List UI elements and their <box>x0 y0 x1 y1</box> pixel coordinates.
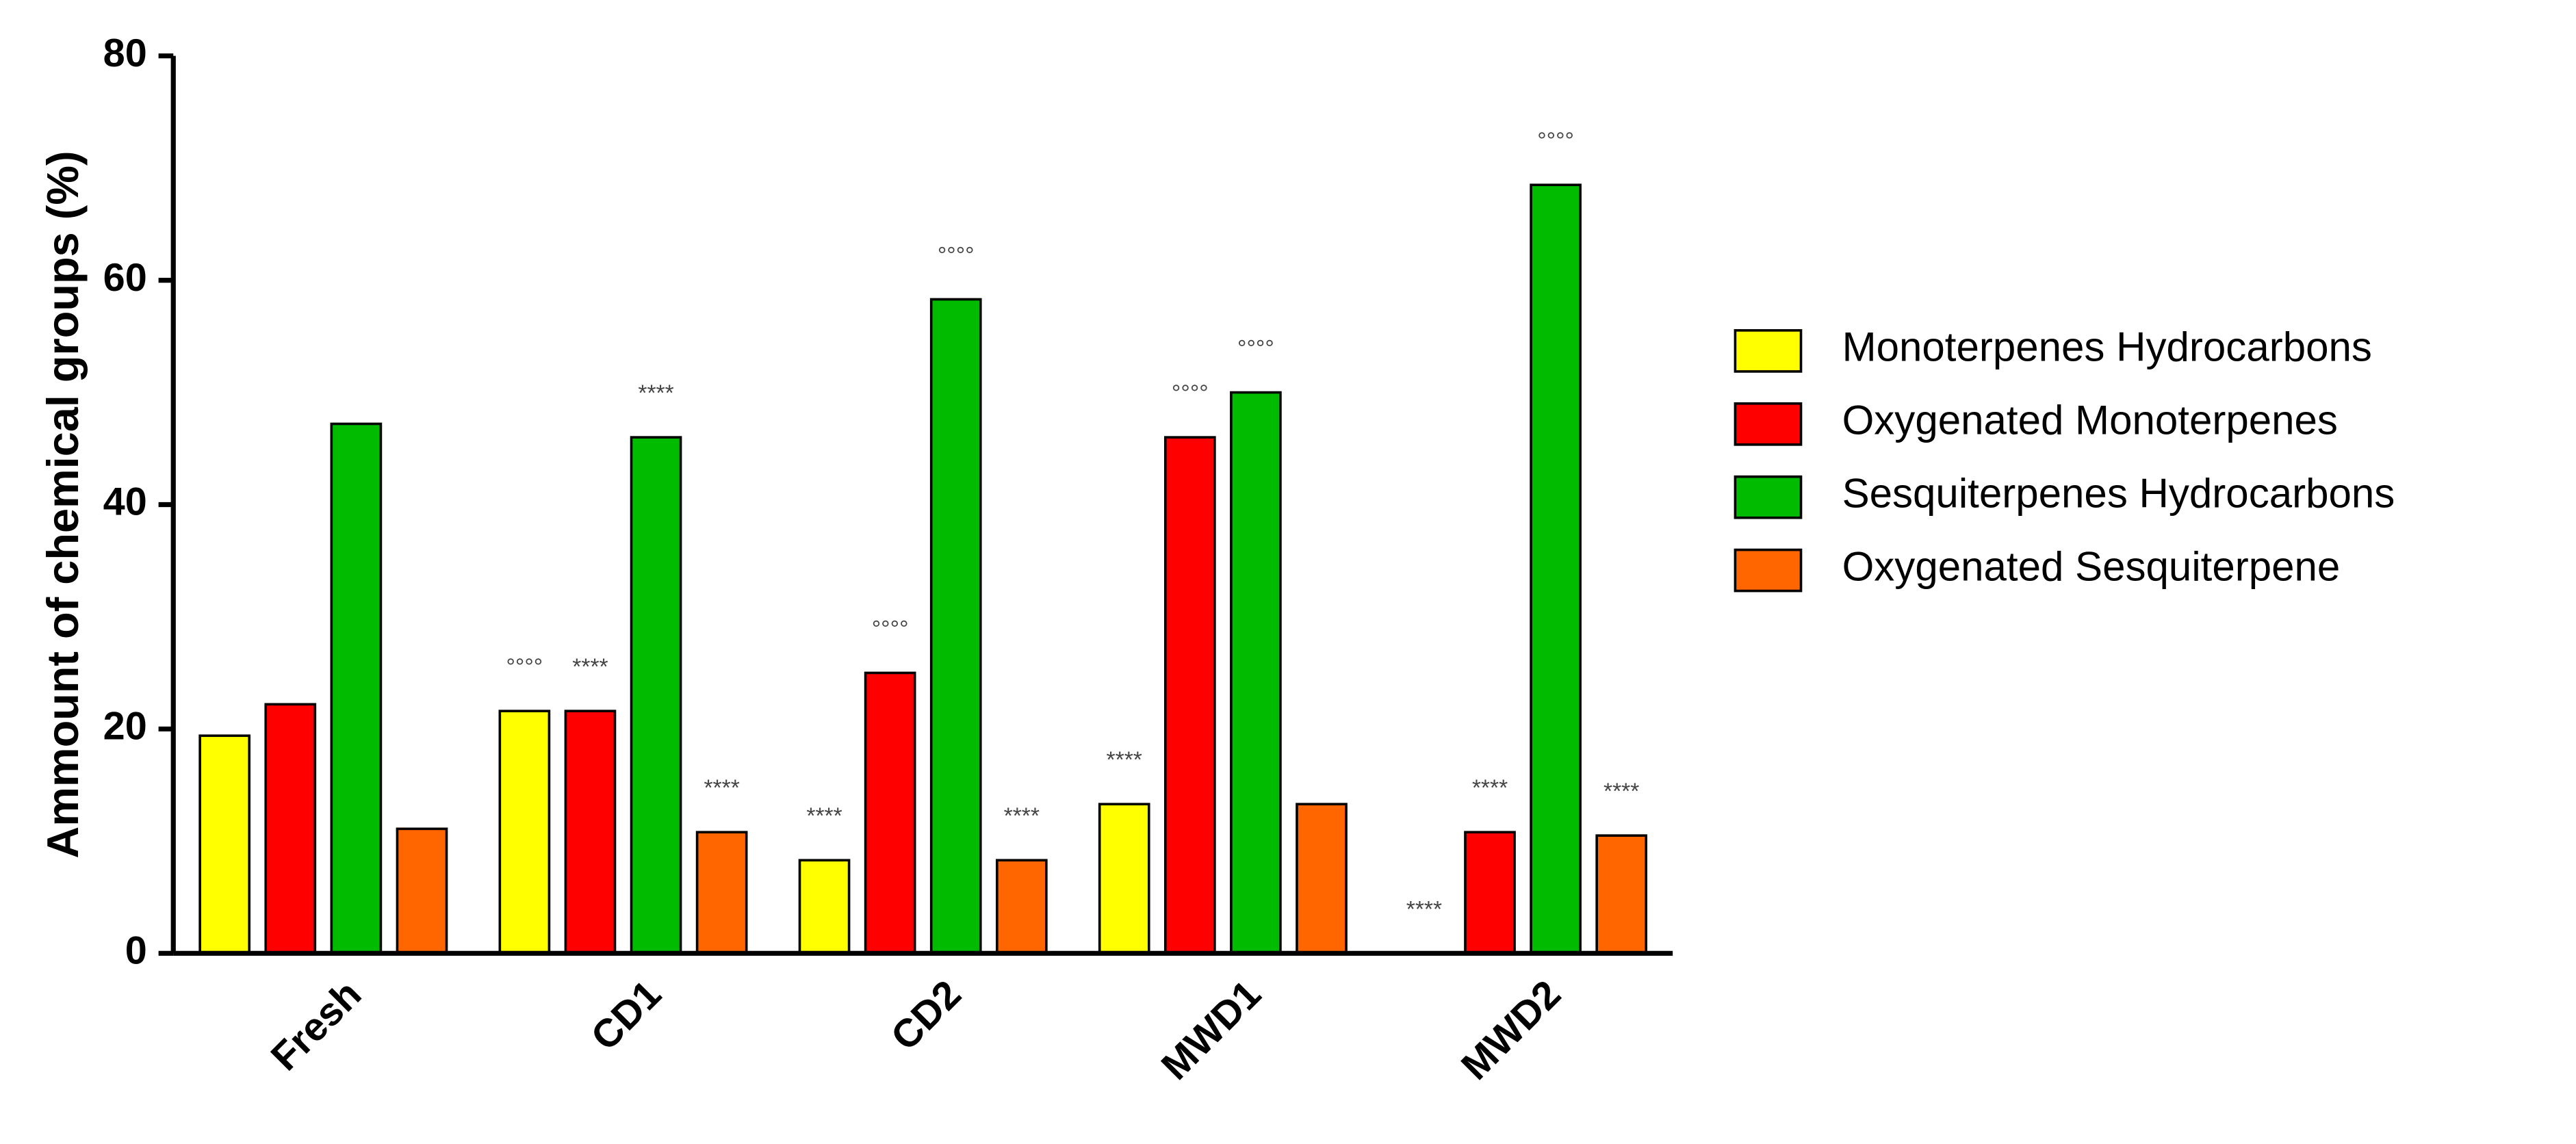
significance-label: **** <box>1472 776 1508 801</box>
y-tick-label: 60 <box>103 256 147 300</box>
bar <box>1296 803 1348 955</box>
x-tick-label: MWD2 <box>1453 972 1569 1089</box>
x-tick-label: CD2 <box>883 972 970 1059</box>
y-tick-label: 80 <box>103 31 147 75</box>
bar <box>630 436 682 955</box>
bar <box>1595 834 1648 955</box>
significance-label: **** <box>806 804 842 829</box>
significance-label: **** <box>1004 804 1040 829</box>
legend-label: Monoterpenes Hydrocarbons <box>1842 324 2372 370</box>
significance-label: °°°° <box>1537 129 1574 154</box>
significance-label: °°°° <box>1237 336 1274 361</box>
bar <box>330 422 383 955</box>
significance-label: **** <box>1603 779 1639 805</box>
x-tick-label: Fresh <box>263 972 370 1079</box>
bar <box>1230 391 1282 955</box>
legend-swatch <box>1734 402 1803 446</box>
x-tick-label: MWD1 <box>1153 972 1270 1089</box>
significance-label: **** <box>1406 897 1442 922</box>
y-tick-label: 20 <box>103 705 147 749</box>
bar <box>264 703 317 955</box>
legend-swatch <box>1734 548 1803 593</box>
significance-label: °°°° <box>938 243 975 268</box>
bar <box>929 298 982 955</box>
bar <box>1098 803 1150 955</box>
bar <box>396 827 448 955</box>
significance-label: °°°° <box>506 655 543 680</box>
legend-label: Oxygenated Sesquiterpene <box>1842 543 2341 589</box>
x-tick-label: CD1 <box>583 972 670 1059</box>
bar <box>498 710 551 955</box>
significance-label: **** <box>1107 748 1142 773</box>
bar <box>564 710 617 955</box>
legend-swatch <box>1734 329 1803 373</box>
y-tick-label: 40 <box>103 480 147 524</box>
legend-swatch <box>1734 475 1803 519</box>
y-tick-label: 0 <box>125 929 147 973</box>
significance-label: °°°° <box>1172 381 1209 406</box>
bar <box>798 859 851 955</box>
bar <box>995 859 1048 955</box>
significance-label: °°°° <box>872 616 909 642</box>
bar <box>1464 831 1516 955</box>
significance-label: **** <box>572 655 608 680</box>
legend-label: Sesquiterpenes Hydrocarbons <box>1842 470 2395 516</box>
y-axis-label: Ammount of chemical groups (%) <box>38 151 88 858</box>
bar <box>198 734 251 955</box>
bar <box>864 671 916 955</box>
significance-label: **** <box>704 776 739 801</box>
significance-label: **** <box>638 381 673 406</box>
bar <box>695 831 748 955</box>
bar <box>1163 436 1216 955</box>
legend-label: Oxygenated Monoterpenes <box>1842 397 2338 443</box>
bar <box>1530 183 1582 955</box>
